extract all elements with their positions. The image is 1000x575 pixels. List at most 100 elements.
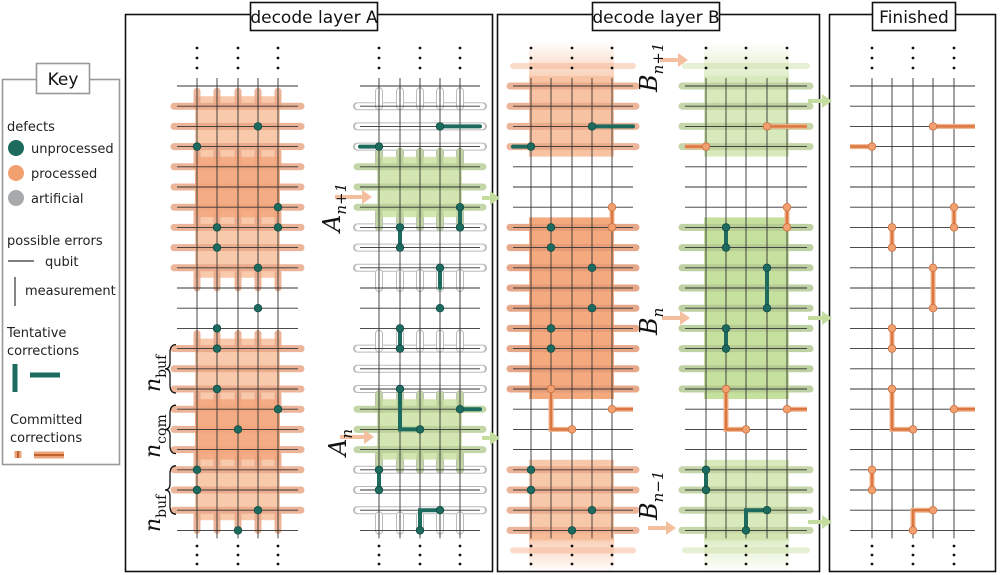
processed-defect [867, 485, 877, 495]
unprocessed-defect [253, 304, 263, 313]
unprocessed-defect [455, 223, 465, 232]
ellipsis-dot [236, 46, 240, 50]
processed-defect [782, 405, 792, 414]
ellipsis-dot [418, 56, 422, 60]
ellipsis-dot [195, 46, 199, 50]
key-unprocessed: unprocessed [31, 142, 114, 157]
ellipsis-dot [377, 46, 381, 50]
ellipsis-dot [276, 56, 280, 60]
unprocessed-defect-icon [8, 140, 24, 156]
unprocessed-defect [526, 465, 536, 474]
unprocessed-defect [567, 526, 577, 535]
ellipsis-dot [418, 544, 422, 548]
artificial-defect-icon [8, 190, 24, 206]
brace-n-com [164, 404, 177, 455]
ellipsis-dot [744, 66, 748, 70]
processed-defect [928, 304, 938, 313]
ellipsis-dot [458, 544, 462, 548]
processed-defect-icon [8, 165, 24, 181]
unprocessed-defect [192, 142, 202, 151]
ellipsis-dot [195, 562, 199, 566]
unprocessed-defect [741, 526, 751, 535]
ellipsis-dot [785, 56, 789, 60]
unprocessed-defect [455, 202, 465, 212]
unprocessed-defect [721, 324, 731, 333]
ellipsis-dot [236, 56, 240, 60]
processed-defect [908, 526, 918, 535]
ellipsis-dot [870, 544, 874, 548]
ellipsis-dot [610, 46, 614, 50]
tentative-correction [744, 508, 769, 533]
ellipsis-dot [952, 553, 956, 557]
ellipsis-dot [377, 562, 381, 566]
unprocessed-defect [721, 243, 731, 252]
ellipsis-dot [236, 562, 240, 566]
unprocessed-defect [762, 304, 772, 313]
unprocessed-defect [762, 506, 772, 515]
unprocessed-defect [192, 465, 202, 474]
brace-n-buf-bottom [164, 465, 177, 515]
processed-defect [607, 405, 617, 414]
committed-correction [549, 389, 572, 431]
processed-defect [567, 425, 577, 434]
label-a-n-plus-1: An+1 [318, 183, 350, 234]
ellipsis-dot [911, 562, 915, 566]
ellipsis-dot [377, 544, 381, 548]
ellipsis-dot [418, 562, 422, 566]
unprocessed-defect [526, 485, 536, 495]
unprocessed-defect [253, 263, 263, 272]
key-committed-heading: Committed [10, 413, 82, 428]
unprocessed-defect [546, 324, 556, 333]
ellipsis-dot [570, 562, 574, 566]
processed-defect [867, 465, 877, 474]
key-tentative-heading-2: corrections [7, 344, 79, 359]
ellipsis-dot [610, 553, 614, 557]
ellipsis-dot [610, 56, 614, 60]
ellipsis-dot [704, 544, 708, 548]
ellipsis-dot [529, 46, 533, 50]
arrow-a-n-plus-1-head [362, 190, 372, 204]
arrow-b-to-finished-1-head [822, 94, 832, 108]
ellipsis-dot [377, 66, 381, 70]
ellipsis-dot [610, 544, 614, 548]
ellipsis-dot [529, 544, 533, 548]
panel-title-finished: Finished [879, 8, 949, 28]
processed-defect [782, 202, 792, 212]
unprocessed-defect [546, 243, 556, 252]
processed-defect [887, 223, 897, 232]
ellipsis-dot [870, 553, 874, 557]
ellipsis-dot [952, 562, 956, 566]
unprocessed-defect [212, 243, 222, 252]
ellipsis-dot [704, 66, 708, 70]
ellipsis-dot [458, 46, 462, 50]
ellipsis-dot [704, 553, 708, 557]
unprocessed-defect [273, 223, 283, 232]
ellipsis-dot [870, 46, 874, 50]
unprocessed-defect [526, 142, 536, 151]
panel-title-box-layer-b [591, 1, 721, 32]
arrow-b-to-finished-3-head [822, 515, 832, 529]
ellipsis-dot [418, 66, 422, 70]
processed-defect [782, 223, 792, 232]
ellipsis-dot [276, 66, 280, 70]
unprocessed-defect [233, 425, 243, 434]
ellipsis-dot [276, 46, 280, 50]
unprocessed-defect [455, 405, 465, 414]
ellipsis-dot [276, 544, 280, 548]
unprocessed-defect [212, 324, 222, 333]
ellipsis-dot [744, 544, 748, 548]
unprocessed-defect [374, 485, 384, 495]
unprocessed-defect [546, 344, 556, 353]
ellipsis-dot [785, 562, 789, 566]
unprocessed-defect [273, 405, 283, 414]
ellipsis-dot [610, 66, 614, 70]
panel-title-layer-a: decode layer A [250, 8, 378, 28]
ellipsis-dot [911, 66, 915, 70]
processed-defect [607, 202, 617, 212]
unprocessed-defect [587, 304, 597, 313]
ellipsis-dot [704, 562, 708, 566]
ellipsis-dot [458, 553, 462, 557]
ellipsis-dot [570, 553, 574, 557]
ellipsis-dot [704, 46, 708, 50]
ellipsis-dot [785, 553, 789, 557]
